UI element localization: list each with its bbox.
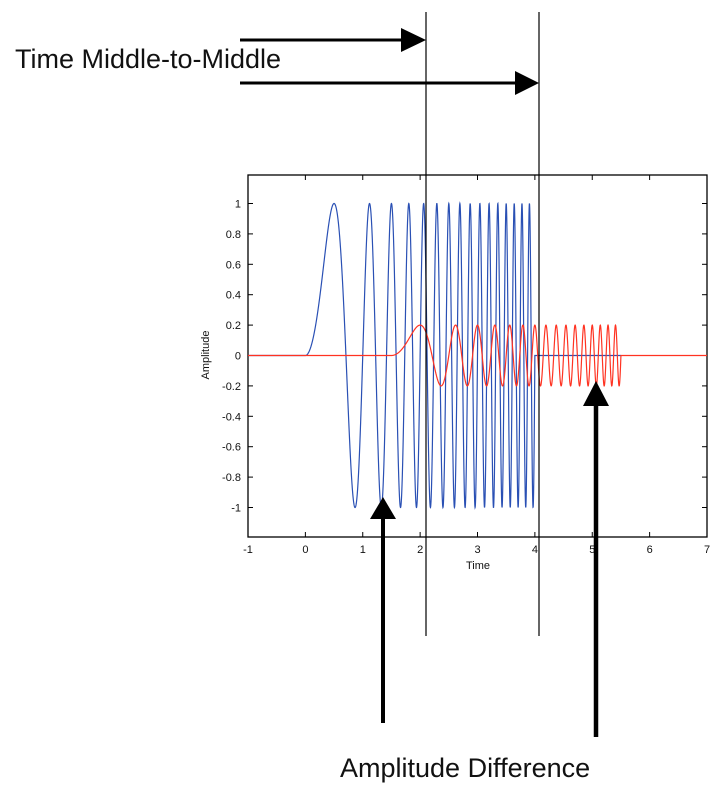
x-tick-label: 2 <box>417 544 423 556</box>
x-tick-label: 0 <box>302 544 308 556</box>
arrowhead-up-icon <box>583 381 609 406</box>
x-tick-label: 1 <box>360 544 366 556</box>
y-tick-label: -0.4 <box>222 411 241 423</box>
y-tick-label: 0 <box>235 351 241 363</box>
y-tick-label: -0.2 <box>222 381 241 393</box>
x-tick-label: 4 <box>532 544 538 556</box>
y-tick-label: 0.8 <box>226 229 241 241</box>
y-tick-label: -0.8 <box>222 472 241 484</box>
amplitude-arrow-1 <box>370 497 396 723</box>
x-tick-label: 5 <box>589 544 595 556</box>
arrowhead-up-icon <box>370 497 396 519</box>
x-tick-label: -1 <box>243 544 253 556</box>
axis-tick-labels: -1 0 1 2 3 4 5 6 7 1 0.8 0.6 0.4 0.2 0 -0.2 -0.4 -0.6 -0.8… <box>222 199 710 557</box>
y-axis-label: Amplitude <box>200 331 212 380</box>
y-tick-label: -0.6 <box>222 442 241 454</box>
x-tick-label: 7 <box>704 544 710 556</box>
axis-ticks <box>247 175 708 537</box>
y-tick-label: 1 <box>235 199 241 211</box>
arrowhead-right-icon <box>401 28 426 52</box>
x-axis-label: Time <box>466 560 490 572</box>
x-tick-label: 6 <box>647 544 653 556</box>
arrowhead-right-icon <box>515 71 539 95</box>
amplitude-difference-label: Amplitude Difference <box>340 753 591 783</box>
y-tick-label: -1 <box>231 503 241 515</box>
y-tick-label: 0.4 <box>226 290 241 302</box>
time-arrow-1 <box>240 28 426 52</box>
time-middle-to-middle-label: Time Middle-to-Middle <box>15 44 282 74</box>
amplitude-arrow-2 <box>583 381 609 737</box>
x-tick-label: 3 <box>474 544 480 556</box>
series-delayed-signal <box>248 323 707 387</box>
y-tick-label: 0.2 <box>226 320 241 332</box>
y-tick-label: 0.6 <box>226 259 241 271</box>
time-arrow-2 <box>240 71 539 95</box>
